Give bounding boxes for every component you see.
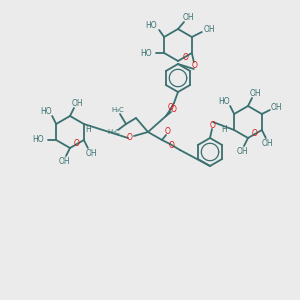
- Text: H₃C: H₃C: [112, 107, 124, 113]
- Text: OH: OH: [262, 140, 274, 148]
- Text: OH: OH: [58, 158, 70, 166]
- Text: HO: HO: [40, 106, 52, 116]
- Text: HO: HO: [32, 136, 44, 145]
- Text: OH: OH: [86, 149, 98, 158]
- Text: H₃C: H₃C: [108, 129, 120, 135]
- Text: O: O: [252, 130, 258, 139]
- Text: H: H: [85, 124, 91, 134]
- Text: O: O: [127, 134, 133, 142]
- Text: HO: HO: [145, 22, 157, 31]
- Text: OH: OH: [182, 13, 194, 22]
- Text: OH: OH: [71, 98, 83, 107]
- Text: O: O: [210, 121, 216, 130]
- Text: O: O: [169, 142, 175, 151]
- Text: O: O: [168, 103, 174, 112]
- Text: O: O: [74, 140, 80, 148]
- Text: HO: HO: [140, 49, 152, 58]
- Text: O: O: [192, 61, 198, 70]
- Text: O: O: [183, 52, 189, 62]
- Text: OH: OH: [249, 88, 261, 98]
- Text: HO: HO: [218, 97, 230, 106]
- Text: H: H: [221, 125, 227, 134]
- Text: O: O: [171, 106, 177, 115]
- Text: O: O: [165, 128, 171, 136]
- Text: OH: OH: [236, 148, 248, 157]
- Text: OH: OH: [271, 103, 283, 112]
- Text: OH: OH: [204, 25, 216, 34]
